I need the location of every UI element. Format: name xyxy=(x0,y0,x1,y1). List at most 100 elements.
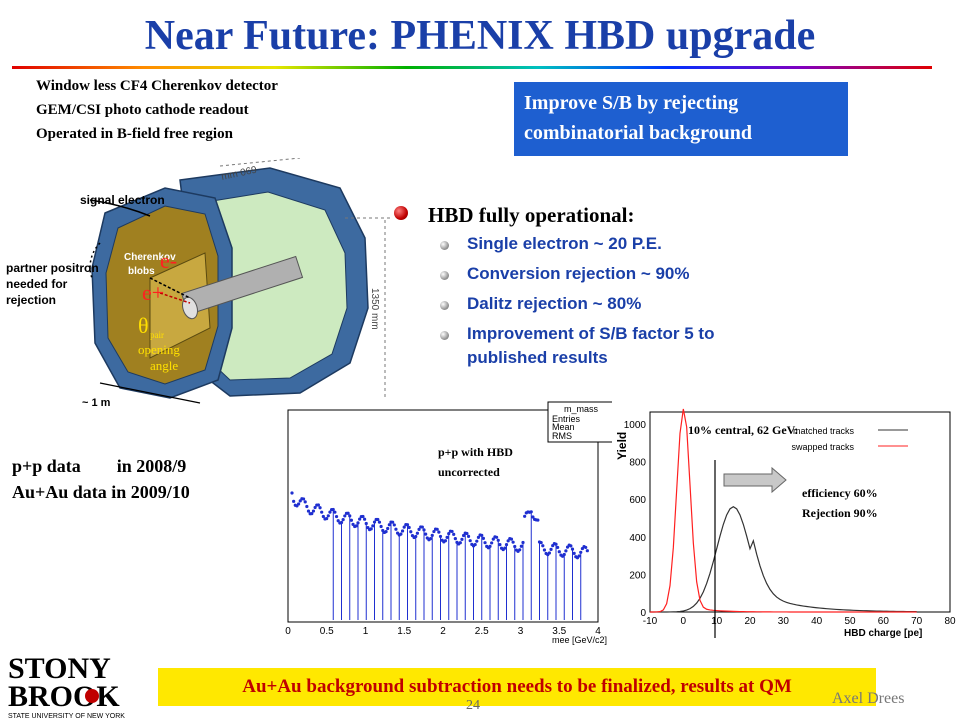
data-point xyxy=(458,541,462,545)
data-point xyxy=(585,549,589,553)
data-point xyxy=(409,530,413,534)
hbd-detector-diagram: signal electron partner positron needed … xyxy=(6,158,390,409)
data-point xyxy=(376,517,380,522)
label-opening: angle xyxy=(150,358,178,373)
bullet-icon xyxy=(394,206,408,220)
data-point xyxy=(491,537,495,541)
data-point xyxy=(564,549,568,553)
label-partner: needed for xyxy=(6,277,68,291)
data-point xyxy=(328,510,332,514)
author: Axel Drees xyxy=(832,690,905,707)
data-point xyxy=(417,527,421,532)
data-point xyxy=(310,512,314,516)
x-tick-label: 2 xyxy=(440,626,446,637)
data-point xyxy=(498,542,502,547)
data-point xyxy=(490,541,494,545)
stats-title: m_mass xyxy=(564,404,599,414)
data-point xyxy=(290,491,294,495)
bullet-main: HBD fully operational: xyxy=(428,203,635,227)
data-point xyxy=(481,536,485,540)
x-tick-label: 20 xyxy=(744,616,756,627)
data-point xyxy=(466,534,471,538)
data-point xyxy=(549,547,553,551)
data-point xyxy=(577,554,581,558)
x-tick-label: 1 xyxy=(363,626,369,637)
legend-swapped: swapped tracks xyxy=(791,442,854,452)
x-tick-label: 10 xyxy=(711,616,723,627)
data-point xyxy=(531,515,535,519)
logo-line: BROOK xyxy=(8,680,120,713)
x-tick-label: 3.5 xyxy=(552,626,566,637)
label-theta: θ xyxy=(138,313,149,338)
data-point xyxy=(506,539,510,543)
data-point xyxy=(424,532,428,536)
bottom-banner-text: Au+Au background subtraction needs to be… xyxy=(242,676,792,697)
data-points xyxy=(290,491,589,620)
legend-matched: matched tracks xyxy=(793,426,855,436)
bullet-item: Dalitz rejection ~ 80% xyxy=(467,294,642,313)
data-point xyxy=(414,534,418,539)
data-point xyxy=(391,520,395,524)
x-tick-label: 0.5 xyxy=(320,626,334,637)
stats-label: Entries xyxy=(552,414,581,424)
x-tick-label: 4 xyxy=(595,626,601,637)
data-point xyxy=(351,522,355,526)
page-number: 24 xyxy=(466,698,480,713)
data-point xyxy=(476,535,481,539)
data-point xyxy=(394,527,398,531)
intro-line: Window less CF4 Cherenkov detector xyxy=(36,78,278,94)
data-point xyxy=(547,551,551,555)
data-point xyxy=(460,537,464,541)
plot-annotation: p+p with HBD xyxy=(438,445,513,459)
label-cherenkov: Cherenkov xyxy=(124,252,176,263)
data-point xyxy=(473,542,477,547)
data-point xyxy=(569,544,573,548)
data-point xyxy=(358,517,362,521)
data-point xyxy=(513,544,517,549)
bullet-item: published results xyxy=(467,348,608,367)
y-axis-label: Yield xyxy=(615,432,629,460)
callout-line: Improve S/B by rejecting xyxy=(524,92,739,114)
data-point xyxy=(305,504,309,509)
stony-brook-logo: STONY BROOK STATE UNIVERSITY OF NEW YORK xyxy=(8,652,125,720)
x-tick-label: 1.5 xyxy=(397,626,411,637)
bullet-item: Single electron ~ 20 P.E. xyxy=(467,234,662,253)
data-point xyxy=(343,514,347,518)
label-partner: partner positron xyxy=(6,261,99,275)
title-divider xyxy=(12,66,932,69)
callout-box: Improve S/B by rejecting combinatorial b… xyxy=(514,82,848,156)
label-e-plus: e+ xyxy=(142,280,164,305)
data-point xyxy=(333,510,337,514)
x-axis-label: mee [GeV/c2] xyxy=(552,635,607,645)
y-tick-label: 600 xyxy=(629,495,646,506)
data-point xyxy=(298,499,302,503)
data-point xyxy=(318,506,322,510)
slide-title: Near Future: PHENIX HBD upgrade xyxy=(144,13,816,59)
data-point xyxy=(325,516,329,521)
data-point xyxy=(450,529,454,534)
data-point xyxy=(349,518,353,522)
y-tick-label: 0 xyxy=(640,608,646,619)
stats-label: Mean xyxy=(552,422,575,432)
data-point xyxy=(430,533,434,537)
label-length: ~ 1 m xyxy=(82,397,111,409)
data-point xyxy=(334,514,339,519)
data-point xyxy=(483,541,487,545)
data-point xyxy=(292,499,296,503)
bullet-icon xyxy=(440,271,449,280)
x-tick-label: 70 xyxy=(911,616,923,627)
y-tick-labels: 0 200 400 600 800 1000 xyxy=(624,420,647,619)
data-point xyxy=(301,497,306,501)
x-tick-label: 80 xyxy=(944,616,956,627)
data-point xyxy=(435,527,439,531)
plot-annotation: 10% central, 62 GeV: xyxy=(688,423,798,437)
x-tick-label: 60 xyxy=(878,616,890,627)
data-point xyxy=(554,542,558,546)
x-tick-label: 30 xyxy=(778,616,790,627)
data-point xyxy=(475,539,479,543)
intro-line: Operated in B-field free region xyxy=(36,126,233,142)
data-point xyxy=(402,525,406,529)
data-point xyxy=(504,543,509,547)
data-point xyxy=(536,518,540,522)
data-point xyxy=(432,529,436,534)
